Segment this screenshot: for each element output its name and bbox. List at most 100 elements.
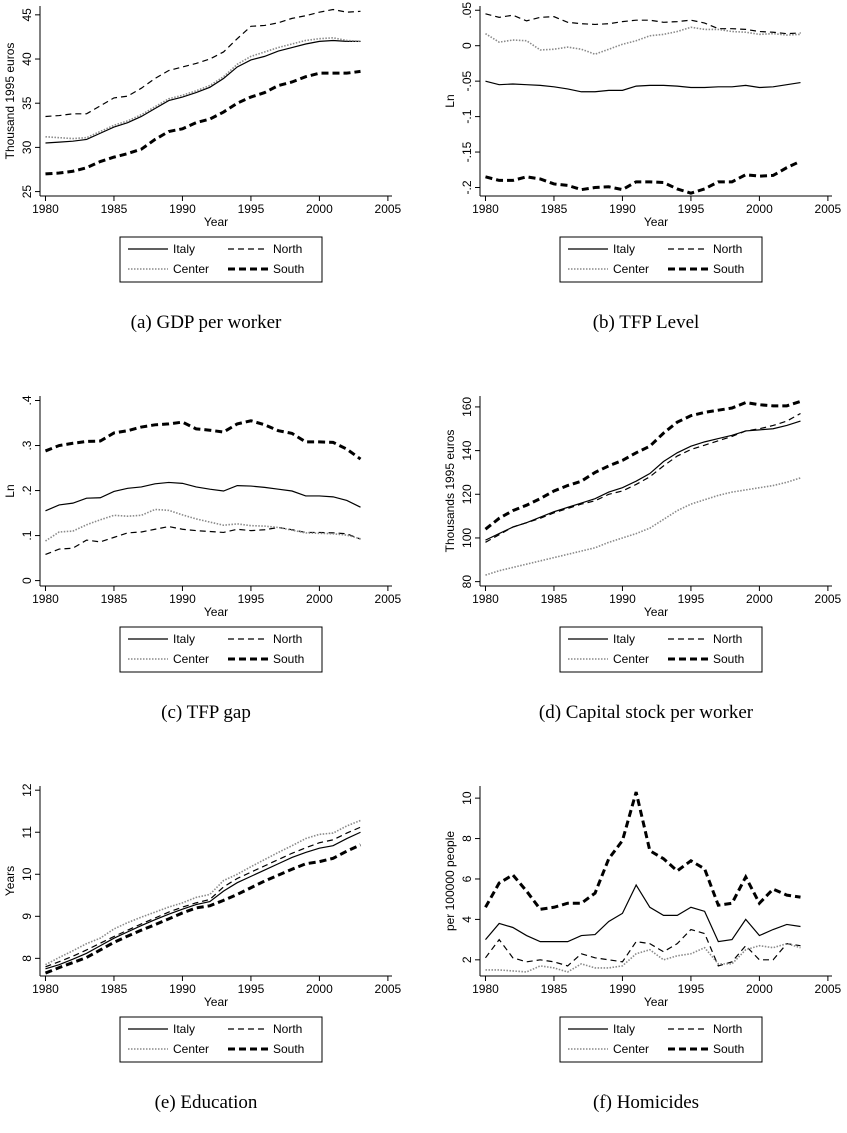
- y-tick-label: 8: [460, 835, 474, 842]
- legend-label: South: [713, 262, 744, 276]
- caption: (b) TFP Level: [593, 312, 700, 333]
- series-line: [45, 831, 361, 970]
- legend-label: Center: [173, 652, 209, 666]
- panel: -.2 -.15 -.1 -.05 0 .05 1980 1985 1990 1995 2000 20…: [443, 2, 842, 333]
- series-line: [485, 942, 801, 973]
- series-line: [485, 477, 801, 576]
- panel: 8 9 10 11 12 1980 1985 1990 1995 2000 2005 Year Year…: [3, 783, 402, 1113]
- x-tick-label: 1990: [609, 202, 636, 216]
- x-tick-label: 1995: [678, 202, 705, 216]
- x-axis-label: Year: [644, 215, 668, 229]
- x-tick-label: 1985: [541, 202, 568, 216]
- x-tick-label: 1980: [32, 592, 59, 606]
- y-tick-label: 40: [20, 52, 34, 66]
- x-tick-label: 1990: [609, 592, 636, 606]
- y-tick-label: .05: [460, 2, 474, 19]
- y-tick-label: 35: [20, 96, 34, 110]
- y-axis-label: Thousand 1995 euros: [3, 43, 17, 160]
- y-tick-label: 30: [20, 140, 34, 154]
- series-line: [44, 843, 362, 975]
- x-axis-label: Year: [204, 995, 228, 1009]
- legend-label: Italy: [613, 1022, 635, 1036]
- legend-label: North: [713, 632, 742, 646]
- y-tick-label: 10: [460, 791, 474, 805]
- caption: (a) GDP per worker: [131, 312, 282, 333]
- y-axis-label: Ln: [443, 94, 457, 107]
- panel: 25 30 35 40 45 1980 1985 1990 1995 2000 2005 Year Th…: [3, 6, 402, 333]
- y-tick-label: 0: [20, 577, 34, 584]
- series-line: [485, 80, 801, 93]
- legend-label: South: [273, 652, 304, 666]
- legend-box: [119, 236, 323, 283]
- legend-label: Italy: [173, 1022, 195, 1036]
- series-line: [485, 13, 801, 35]
- y-tick-label: 6: [460, 875, 474, 882]
- x-tick-label: 1980: [472, 202, 499, 216]
- panel: 2 4 6 8 10 1980 1985 1990 1995 2000 2005 Year per 10…: [443, 786, 842, 1113]
- x-tick-label: 1985: [101, 202, 128, 216]
- y-axis-label: Thousands 1995 euros: [443, 430, 457, 553]
- x-tick-label: 1980: [472, 592, 499, 606]
- x-tick-label: 2000: [306, 592, 333, 606]
- y-tick-label: 2: [460, 956, 474, 963]
- legend-box: [119, 1016, 323, 1063]
- x-tick-label: 1985: [541, 592, 568, 606]
- x-tick-label: 1995: [238, 592, 265, 606]
- x-tick-label: 1980: [32, 982, 59, 996]
- x-axis-label: Year: [204, 215, 228, 229]
- series-line: [44, 419, 362, 461]
- series-line: [485, 26, 801, 56]
- legend-label: Center: [613, 652, 649, 666]
- legend-box: [559, 236, 763, 283]
- series-line: [485, 420, 801, 541]
- y-tick-label: 160: [460, 397, 474, 417]
- series-line: [484, 791, 801, 911]
- legend-label: Center: [173, 262, 209, 276]
- x-tick-label: 1995: [238, 202, 265, 216]
- x-tick-label: 2005: [815, 592, 842, 606]
- legend-label: Italy: [173, 632, 195, 646]
- series-line: [45, 826, 361, 968]
- legend-label: North: [273, 632, 302, 646]
- series-line: [484, 400, 801, 531]
- y-tick-label: 4: [460, 916, 474, 923]
- legend-box: [559, 626, 763, 673]
- x-tick-label: 1980: [32, 202, 59, 216]
- y-tick-label: .3: [20, 440, 34, 450]
- y-axis-label: per 100000 people: [443, 831, 457, 931]
- legend-label: South: [713, 1042, 744, 1056]
- y-tick-label: -.1: [460, 109, 474, 123]
- y-tick-label: .2: [20, 485, 34, 495]
- y-tick-label: 100: [460, 528, 474, 548]
- y-tick-label: 120: [460, 484, 474, 504]
- series-line: [45, 39, 361, 144]
- legend-label: South: [273, 262, 304, 276]
- x-tick-label: 2000: [746, 592, 773, 606]
- y-tick-label: -.2: [460, 180, 474, 194]
- x-axis-label: Year: [644, 605, 668, 619]
- series-line: [484, 928, 801, 967]
- series-line: [45, 508, 361, 542]
- y-tick-label: 140: [460, 440, 474, 460]
- x-tick-label: 1990: [609, 982, 636, 996]
- series-line: [45, 69, 361, 176]
- legend-label: South: [273, 1042, 304, 1056]
- x-tick-label: 2000: [306, 202, 333, 216]
- x-tick-label: 2005: [815, 202, 842, 216]
- x-tick-label: 1995: [678, 982, 705, 996]
- series-line: [45, 37, 361, 140]
- x-tick-label: 2000: [746, 202, 773, 216]
- legend-label: Italy: [173, 242, 195, 256]
- x-tick-label: 2005: [375, 982, 402, 996]
- legend-label: South: [713, 652, 744, 666]
- x-tick-label: 2005: [375, 202, 402, 216]
- x-tick-label: 1985: [541, 982, 568, 996]
- x-axis-label: Year: [644, 995, 668, 1009]
- y-tick-label: 12: [20, 783, 34, 797]
- x-tick-label: 1990: [169, 202, 196, 216]
- y-tick-label: 0: [460, 42, 474, 49]
- x-axis-label: Year: [204, 605, 228, 619]
- legend-label: Italy: [613, 242, 635, 256]
